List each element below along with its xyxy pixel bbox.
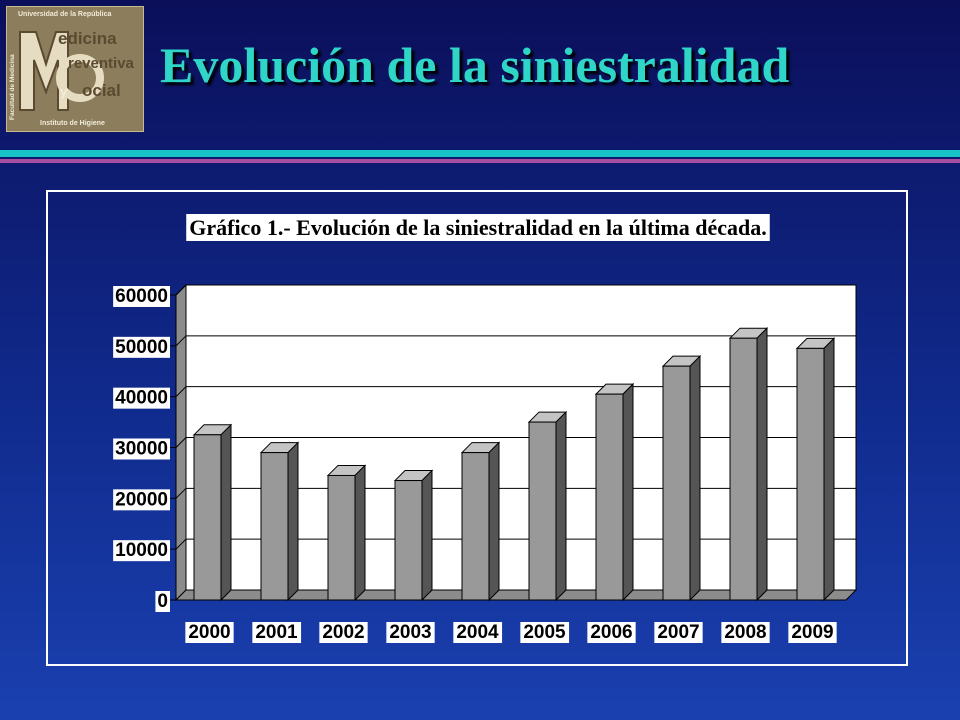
x-tick-label-background xyxy=(319,622,368,643)
accent-divider-cyan xyxy=(0,150,960,157)
logo-side-text: Facultad de Medicina xyxy=(9,54,16,120)
bar xyxy=(327,474,356,601)
bar xyxy=(528,421,557,601)
y-tick-label-background xyxy=(113,336,170,358)
logo-word-3: ocial xyxy=(82,81,121,100)
x-tick-label: 2001 xyxy=(255,622,298,643)
bar-side xyxy=(689,354,701,602)
bar-side xyxy=(287,441,299,602)
x-tick-label-background xyxy=(386,622,435,643)
bar xyxy=(260,452,289,601)
bar-side xyxy=(220,423,232,602)
y-tick-label: 30000 xyxy=(115,439,168,460)
x-tick-label: 2005 xyxy=(523,622,566,643)
bar xyxy=(595,393,624,601)
y-tick-label-background xyxy=(113,540,170,562)
bar xyxy=(394,480,423,601)
y-tick-label: 0 xyxy=(157,591,168,612)
logo-ring xyxy=(56,54,104,102)
logo-word-1: edicina xyxy=(58,29,117,48)
x-tick-label: 2006 xyxy=(590,622,632,643)
y-tick-label-background xyxy=(113,489,170,511)
x-tick-label: 2007 xyxy=(657,622,699,643)
x-tick-label: 2008 xyxy=(724,622,766,643)
institute-logo: Universidad de la República Facultad de … xyxy=(6,6,144,132)
gridline xyxy=(175,284,856,296)
bar xyxy=(662,365,691,601)
x-tick-label-background xyxy=(453,622,503,643)
x-tick-label-background xyxy=(185,622,234,643)
chart-title-background xyxy=(186,214,770,241)
chart-title: Gráfico 1.- Evolución de la siniestralid… xyxy=(189,215,767,240)
x-tick-label-background xyxy=(654,622,703,643)
bar-side xyxy=(823,337,835,602)
y-tick-label: 40000 xyxy=(115,388,168,409)
bar xyxy=(193,434,222,601)
logo-word-2: reventiva xyxy=(68,55,135,72)
bar xyxy=(729,337,758,601)
bar-side xyxy=(555,410,567,602)
y-tick-label-background xyxy=(155,591,170,612)
y-tick-label: 10000 xyxy=(115,540,168,561)
y-tick-label: 50000 xyxy=(115,337,168,358)
x-tick-label-background xyxy=(252,622,302,643)
gridline xyxy=(175,335,856,347)
y-tick-label: 20000 xyxy=(115,489,168,510)
x-tick-label: 2004 xyxy=(456,622,499,643)
x-tick-label: 2003 xyxy=(389,622,431,643)
y-tick-label-background xyxy=(113,438,170,460)
y-tick-label-background xyxy=(113,286,170,307)
x-tick-label-background xyxy=(721,622,770,643)
x-tick-label-background xyxy=(788,622,837,643)
x-tick-label-background xyxy=(587,622,636,643)
x-tick-label: 2000 xyxy=(188,622,230,643)
logo-bottom-text: Instituto de Higiene xyxy=(40,120,105,127)
bar xyxy=(461,452,490,601)
bar-side xyxy=(488,441,500,602)
y-tick-label: 60000 xyxy=(115,286,168,307)
x-tick-label-background xyxy=(520,622,570,643)
bar-side xyxy=(622,382,634,602)
y-tick-label-background xyxy=(113,387,170,409)
page-title: Evolución de la siniestralidad xyxy=(160,37,790,93)
x-tick-label: 2009 xyxy=(791,622,833,643)
bar-side xyxy=(354,464,366,602)
bar xyxy=(796,347,825,601)
bar-side xyxy=(421,469,433,602)
x-tick-label: 2002 xyxy=(322,622,364,643)
accent-divider-purple xyxy=(0,159,960,163)
logo-mp-shape xyxy=(19,31,69,111)
logo-top-text: Universidad de la República xyxy=(18,11,111,18)
bar-side xyxy=(756,327,768,602)
logo-word-3-prefix: y xyxy=(60,84,68,99)
chart-frame xyxy=(46,190,908,666)
